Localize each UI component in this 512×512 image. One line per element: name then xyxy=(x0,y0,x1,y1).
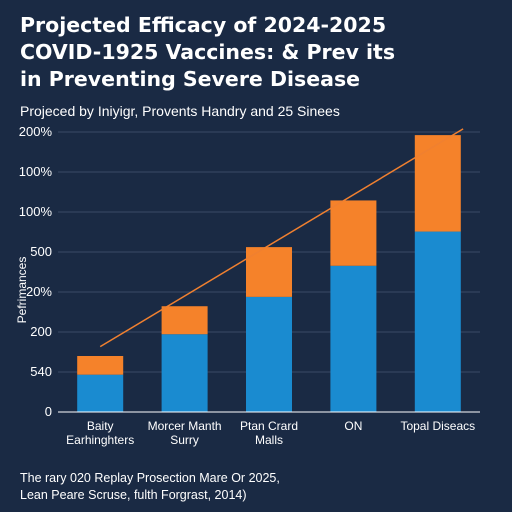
y-tick-label: 500 xyxy=(30,244,52,259)
y-tick-label: 540 xyxy=(30,364,52,379)
y-tick-label: 100% xyxy=(19,164,53,179)
bar-segment xyxy=(161,306,208,335)
x-category-label: Baity Earhinghters xyxy=(66,419,134,447)
y-tick-label: 100% xyxy=(19,204,53,219)
x-category-label: Morcer Manth Surry xyxy=(148,419,222,447)
chart-subtitle: Projeced by Iniyigr, Provents Handry and… xyxy=(20,103,340,119)
x-axis-categories: Baity Earhinghters Morcer Manth Surry Ptan C… xyxy=(66,419,475,447)
bar-segment xyxy=(161,334,208,412)
y-tick-label: 0 xyxy=(45,404,52,419)
bar-segment xyxy=(246,296,292,412)
x-category-label: Topal Diseacs xyxy=(400,419,475,433)
bar-segment xyxy=(330,200,377,266)
y-axis-ticks: 0 540 200 20% 500 100% 100% 200% xyxy=(19,124,53,419)
x-category-label: ON xyxy=(344,419,362,433)
footnote: The rary 020 Replay Prosection Mare Or 2… xyxy=(20,471,280,502)
y-tick-label: 20% xyxy=(26,284,52,299)
bar-segment xyxy=(77,374,124,412)
chart-title: Projected Efficacy of 2024-2025 COVID-19… xyxy=(20,13,396,91)
trend-line-group xyxy=(99,128,464,348)
y-axis-label: Pefrimances xyxy=(15,257,29,324)
bar-segment xyxy=(330,265,377,412)
x-category-label: Ptan Crard Malls xyxy=(240,419,298,447)
bar-segment xyxy=(77,356,124,375)
bars xyxy=(77,135,461,412)
bar-segment xyxy=(414,231,461,412)
trend-line xyxy=(99,128,464,348)
bar-segment xyxy=(414,135,461,232)
y-tick-label: 200 xyxy=(30,324,52,339)
y-tick-label: 200% xyxy=(19,124,53,139)
